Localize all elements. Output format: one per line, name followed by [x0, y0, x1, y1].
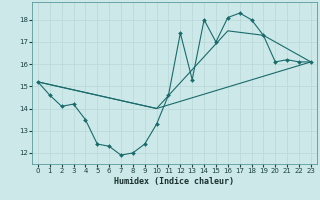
- X-axis label: Humidex (Indice chaleur): Humidex (Indice chaleur): [115, 177, 234, 186]
